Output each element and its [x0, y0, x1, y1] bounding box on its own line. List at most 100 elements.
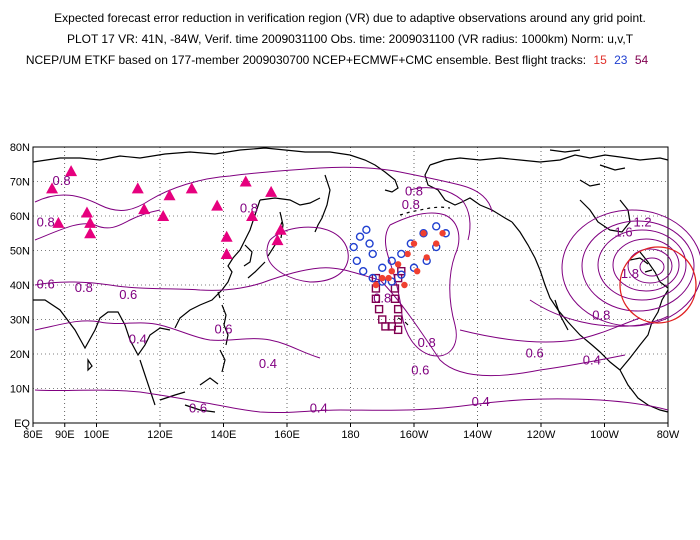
x-axis-ticks: 80E 90E 100E 120E 140E 160E 180 160W 140W 120W 100…: [23, 423, 680, 441]
contour-label: 0.4: [259, 356, 277, 371]
contour-label: 0.6: [214, 321, 232, 336]
contour-label: 0.6: [411, 363, 429, 378]
contour-label: 0.8: [592, 308, 610, 323]
x-tick-label: 160E: [274, 429, 300, 441]
track-23-marker: [432, 222, 441, 231]
observation-site-marker: [131, 182, 144, 194]
observation-site-marker: [84, 216, 97, 228]
track-15-marker: [394, 261, 402, 268]
title-line-3-prefix: NCEP/UM ETKF based on 177-member 2009030…: [26, 53, 586, 67]
observation-site-marker: [211, 199, 224, 211]
track-23-marker: [368, 249, 377, 259]
contour-label: 1.2: [634, 214, 652, 229]
coastlines: [32, 147, 669, 413]
track-15-marker: [372, 281, 380, 289]
track-label-23: 23: [614, 53, 628, 67]
track-23-marker: [397, 270, 406, 279]
observation-site-marker: [271, 234, 284, 246]
y-tick-label: 60N: [10, 211, 30, 223]
track-label-15: 15: [593, 53, 607, 67]
observation-site-marker: [84, 227, 97, 239]
map-frame: [32, 146, 669, 424]
observation-site-marker: [246, 210, 259, 221]
contour-label: 0.6: [526, 345, 544, 360]
contour-label: 0.6: [119, 287, 137, 302]
x-tick-label: 90E: [55, 429, 75, 441]
track-54-marker: [397, 267, 406, 276]
y-tick-label: 70N: [10, 177, 30, 189]
track-23-marker: [365, 239, 374, 248]
contour-label: 0.8: [53, 173, 71, 188]
x-tick-label: 120W: [527, 429, 556, 441]
title-line-3: NCEP/UM ETKF based on 177-member 2009030…: [26, 53, 649, 67]
contour-label: 0.8: [373, 290, 391, 305]
x-tick-label: 120E: [147, 429, 173, 441]
track-15-marker: [420, 230, 427, 237]
contour-label: 0.4: [472, 394, 490, 409]
y-tick-label: 20N: [10, 349, 30, 361]
contour-label: 0.6: [189, 401, 207, 416]
observation-site-marker: [220, 230, 233, 242]
track-54-marker: [390, 284, 400, 293]
contour-label: 0.8: [405, 183, 423, 198]
observation-site-marker: [185, 182, 198, 194]
x-tick-label: 100E: [84, 429, 110, 441]
contour-label: 0.8: [75, 280, 93, 295]
track-15-marker: [439, 230, 446, 237]
contour-label: 1.6: [615, 225, 633, 240]
track-54-marker: [393, 304, 403, 314]
observation-sites: [46, 165, 287, 259]
track-54-marker: [393, 325, 403, 335]
observation-site-marker: [265, 185, 278, 197]
track-54-marker: [393, 315, 403, 324]
track-54-marker: [371, 294, 381, 303]
track-23-marker: [368, 273, 377, 283]
x-tick-label: 160W: [400, 429, 429, 441]
track-23-marker: [387, 256, 396, 266]
contour-label: 0.4: [583, 352, 601, 367]
x-tick-label: 140W: [463, 429, 492, 441]
y-tick-label: 30N: [10, 315, 30, 327]
contour-label: 0.8: [418, 335, 436, 350]
track-15-marker: [388, 268, 395, 275]
contour-label: 0.8: [37, 214, 55, 229]
observation-site-marker: [163, 189, 176, 201]
track-15-marker: [401, 281, 408, 289]
y-tick-label: 40N: [10, 280, 30, 292]
track-23-marker: [352, 256, 362, 266]
track-23-marker: [355, 232, 365, 241]
observation-site-marker: [274, 223, 287, 235]
verification-region-circle: [619, 246, 697, 324]
observation-site-marker: [138, 203, 151, 215]
flight-tracks: [349, 222, 450, 335]
track-15-marker: [410, 240, 418, 247]
contour-label: 0.8: [402, 197, 420, 212]
x-tick-label: 140E: [211, 429, 237, 441]
contour-label: 0.4: [129, 332, 147, 347]
track-23-marker: [419, 229, 428, 238]
y-axis-ticks: EQ 10N 20N 30N 40N 50N 60N 70N 80N: [10, 142, 31, 430]
track-15-marker: [379, 274, 386, 282]
track-15-marker: [404, 250, 411, 258]
map-panel: 0.80.80.6 0.8 0.60.40.60.80.40.6 0.40.80.80…: [32, 146, 700, 424]
track-23-marker: [349, 242, 358, 252]
observation-site-marker: [46, 182, 59, 194]
track-54-marker: [374, 304, 384, 314]
y-tick-label: 80N: [10, 142, 30, 154]
observation-site-marker: [65, 165, 78, 177]
x-tick-label: 80E: [23, 429, 43, 441]
contour-label: 1.8: [621, 266, 639, 281]
contour-label: 0.6: [37, 276, 55, 291]
contour-label: 0.8: [240, 201, 258, 216]
observation-site-marker: [220, 247, 233, 259]
track-15-marker: [413, 268, 421, 275]
track-54-marker: [390, 294, 400, 303]
title-line-2: PLOT 17 VR: 41N, -84W, Verif. time 20090…: [67, 32, 634, 46]
track-23-marker: [362, 225, 371, 235]
y-tick-label: 10N: [10, 384, 30, 396]
observation-site-marker: [157, 210, 170, 221]
track-23-marker: [378, 263, 387, 272]
contour-labels: 0.80.80.6 0.8 0.60.40.60.80.40.6 0.40.80.80…: [37, 173, 652, 416]
x-tick-label: 80W: [657, 429, 680, 441]
